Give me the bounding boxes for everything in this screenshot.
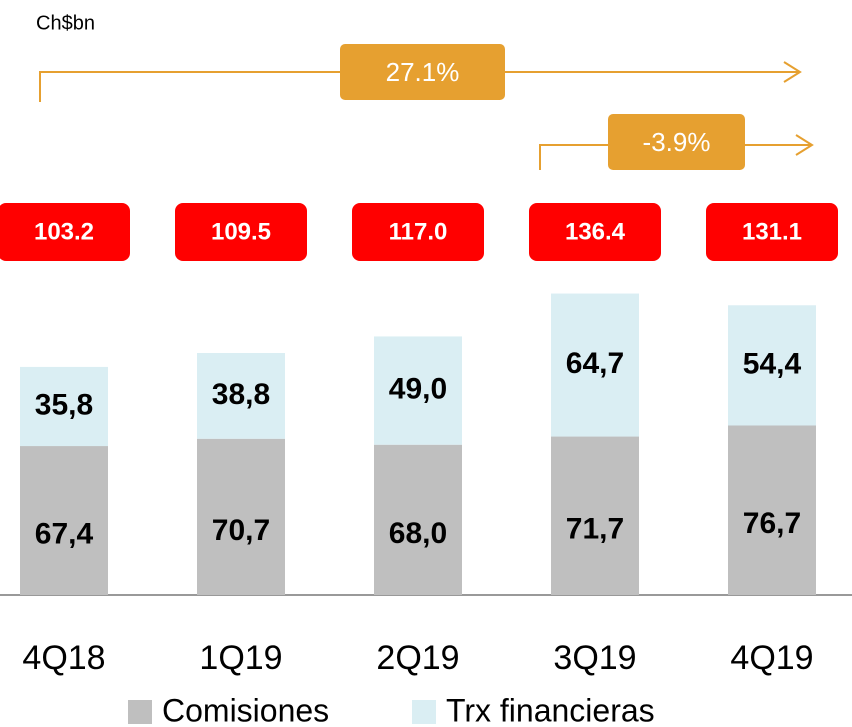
data-label: 49,0 <box>389 372 447 405</box>
legend-label: Comisiones <box>162 692 329 727</box>
growth-label: -3.9% <box>643 127 711 157</box>
bar-segment <box>374 336 462 445</box>
data-label: 64,7 <box>566 347 624 380</box>
x-tick-label: 4Q19 <box>730 639 813 677</box>
total-box <box>529 203 661 261</box>
bar-segment <box>374 444 462 595</box>
legend-swatch <box>128 700 152 724</box>
total-label: 131.1 <box>742 218 802 245</box>
data-label: 76,7 <box>743 507 801 540</box>
bar-segment <box>197 438 285 595</box>
bar-segment <box>20 446 108 595</box>
total-box <box>175 203 307 261</box>
total-label: 136.4 <box>565 218 626 245</box>
bar-segment <box>551 293 639 437</box>
bar-segment <box>728 305 816 426</box>
unit-label: Ch$bn <box>36 12 95 34</box>
x-tick-label: 3Q19 <box>553 639 636 677</box>
data-label: 54,4 <box>743 347 802 380</box>
total-label: 117.0 <box>389 218 448 245</box>
x-tick-label: 4Q18 <box>22 639 105 677</box>
total-label: 103.2 <box>34 218 94 245</box>
data-label: 67,4 <box>35 517 94 550</box>
data-label: 70,7 <box>212 514 270 547</box>
total-box <box>352 203 484 261</box>
growth-box <box>340 44 505 100</box>
bar-segment <box>20 366 108 447</box>
growth-label: 27.1% <box>386 57 460 87</box>
total-label: 109.5 <box>211 218 271 245</box>
bar-segment <box>197 353 285 439</box>
legend-swatch <box>412 700 436 724</box>
bar-segment <box>728 425 816 595</box>
data-label: 35,8 <box>35 388 93 421</box>
growth-arrow <box>39 61 802 102</box>
growth-box <box>608 114 745 170</box>
data-label: 68,0 <box>389 517 447 550</box>
x-tick-label: 2Q19 <box>376 639 459 677</box>
data-label: 71,7 <box>566 513 624 546</box>
bar-segment <box>551 436 639 595</box>
data-label: 38,8 <box>212 378 270 411</box>
total-box <box>706 203 838 261</box>
legend-label: Trx financieras <box>446 692 655 727</box>
x-tick-label: 1Q19 <box>199 639 282 677</box>
total-box <box>0 203 130 261</box>
